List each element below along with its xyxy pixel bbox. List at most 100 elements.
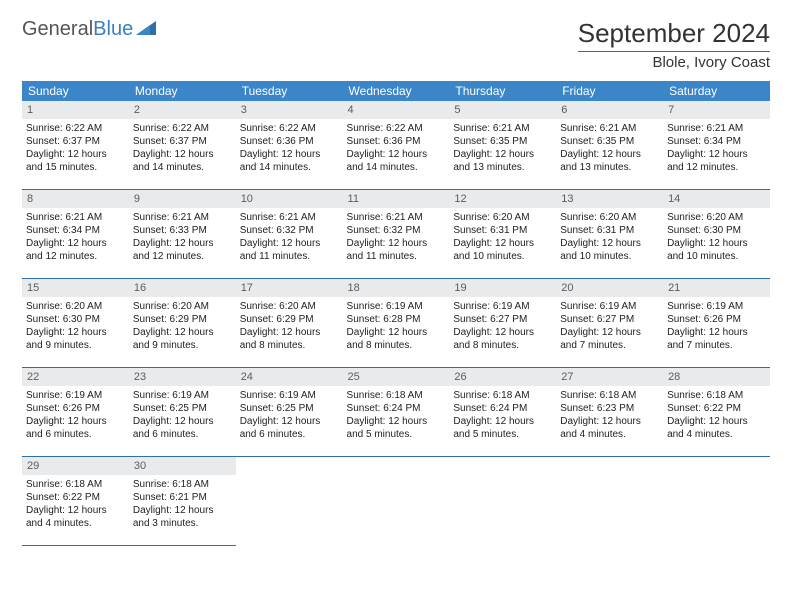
sunset-line: Sunset: 6:32 PM xyxy=(240,224,339,237)
sunset-line: Sunset: 6:28 PM xyxy=(347,313,446,326)
sunrise-line: Sunrise: 6:19 AM xyxy=(453,300,552,313)
daylight-line: Daylight: 12 hours xyxy=(453,415,552,428)
dow-wednesday: Wednesday xyxy=(343,81,450,101)
sunrise-line: Sunrise: 6:21 AM xyxy=(26,211,125,224)
sunrise-line: Sunrise: 6:20 AM xyxy=(133,300,232,313)
sunset-line: Sunset: 6:23 PM xyxy=(560,402,659,415)
daylight-line: and 8 minutes. xyxy=(453,339,552,352)
sunrise-line: Sunrise: 6:18 AM xyxy=(347,389,446,402)
sunset-line: Sunset: 6:22 PM xyxy=(667,402,766,415)
day-number: 28 xyxy=(663,368,770,386)
daylight-line: Daylight: 12 hours xyxy=(26,326,125,339)
day-cell: 25Sunrise: 6:18 AMSunset: 6:24 PMDayligh… xyxy=(343,368,450,457)
day-number: 17 xyxy=(236,279,343,297)
day-number: 7 xyxy=(663,101,770,119)
day-number: 14 xyxy=(663,190,770,208)
day-number: 18 xyxy=(343,279,450,297)
sunrise-line: Sunrise: 6:21 AM xyxy=(133,211,232,224)
daylight-line: and 6 minutes. xyxy=(240,428,339,441)
day-number: 29 xyxy=(22,457,129,475)
sunrise-line: Sunrise: 6:22 AM xyxy=(133,122,232,135)
daylight-line: and 5 minutes. xyxy=(347,428,446,441)
week-row: 8Sunrise: 6:21 AMSunset: 6:34 PMDaylight… xyxy=(22,190,770,279)
sunrise-line: Sunrise: 6:22 AM xyxy=(347,122,446,135)
day-cell: 29Sunrise: 6:18 AMSunset: 6:22 PMDayligh… xyxy=(22,457,129,546)
daylight-line: Daylight: 12 hours xyxy=(240,415,339,428)
week-row: 22Sunrise: 6:19 AMSunset: 6:26 PMDayligh… xyxy=(22,368,770,457)
daylight-line: Daylight: 12 hours xyxy=(133,326,232,339)
day-cell: 23Sunrise: 6:19 AMSunset: 6:25 PMDayligh… xyxy=(129,368,236,457)
sunset-line: Sunset: 6:35 PM xyxy=(453,135,552,148)
day-cell: 28Sunrise: 6:18 AMSunset: 6:22 PMDayligh… xyxy=(663,368,770,457)
day-cell: 8Sunrise: 6:21 AMSunset: 6:34 PMDaylight… xyxy=(22,190,129,279)
logo-triangle-icon xyxy=(136,18,156,41)
sunset-line: Sunset: 6:35 PM xyxy=(560,135,659,148)
day-number: 1 xyxy=(22,101,129,119)
month-title: September 2024 xyxy=(578,18,770,49)
sunset-line: Sunset: 6:24 PM xyxy=(453,402,552,415)
day-cell: 19Sunrise: 6:19 AMSunset: 6:27 PMDayligh… xyxy=(449,279,556,368)
logo: General Blue xyxy=(22,18,156,41)
day-number: 5 xyxy=(449,101,556,119)
sunrise-line: Sunrise: 6:21 AM xyxy=(560,122,659,135)
daylight-line: and 14 minutes. xyxy=(240,161,339,174)
daylight-line: and 8 minutes. xyxy=(347,339,446,352)
sunrise-line: Sunrise: 6:21 AM xyxy=(453,122,552,135)
sunrise-line: Sunrise: 6:20 AM xyxy=(26,300,125,313)
dow-thursday: Thursday xyxy=(449,81,556,101)
daylight-line: Daylight: 12 hours xyxy=(26,237,125,250)
sunset-line: Sunset: 6:37 PM xyxy=(26,135,125,148)
sunset-line: Sunset: 6:34 PM xyxy=(667,135,766,148)
daylight-line: and 12 minutes. xyxy=(133,250,232,263)
week-row: 1Sunrise: 6:22 AMSunset: 6:37 PMDaylight… xyxy=(22,101,770,190)
day-cell: 27Sunrise: 6:18 AMSunset: 6:23 PMDayligh… xyxy=(556,368,663,457)
day-number: 23 xyxy=(129,368,236,386)
sunrise-line: Sunrise: 6:22 AM xyxy=(26,122,125,135)
sunrise-line: Sunrise: 6:18 AM xyxy=(133,478,232,491)
day-cell: 16Sunrise: 6:20 AMSunset: 6:29 PMDayligh… xyxy=(129,279,236,368)
day-cell xyxy=(663,457,770,546)
sunrise-line: Sunrise: 6:19 AM xyxy=(240,389,339,402)
sunset-line: Sunset: 6:33 PM xyxy=(133,224,232,237)
daylight-line: Daylight: 12 hours xyxy=(347,326,446,339)
daylight-line: Daylight: 12 hours xyxy=(560,415,659,428)
daylight-line: and 7 minutes. xyxy=(560,339,659,352)
day-cell: 3Sunrise: 6:22 AMSunset: 6:36 PMDaylight… xyxy=(236,101,343,190)
day-cell: 24Sunrise: 6:19 AMSunset: 6:25 PMDayligh… xyxy=(236,368,343,457)
sunrise-line: Sunrise: 6:20 AM xyxy=(560,211,659,224)
day-cell: 13Sunrise: 6:20 AMSunset: 6:31 PMDayligh… xyxy=(556,190,663,279)
day-cell: 1Sunrise: 6:22 AMSunset: 6:37 PMDaylight… xyxy=(22,101,129,190)
daylight-line: Daylight: 12 hours xyxy=(347,237,446,250)
sunset-line: Sunset: 6:30 PM xyxy=(667,224,766,237)
daylight-line: Daylight: 12 hours xyxy=(133,504,232,517)
daylight-line: and 14 minutes. xyxy=(133,161,232,174)
day-cell: 12Sunrise: 6:20 AMSunset: 6:31 PMDayligh… xyxy=(449,190,556,279)
title-block: September 2024 Blole, Ivory Coast xyxy=(578,18,770,71)
day-cell: 22Sunrise: 6:19 AMSunset: 6:26 PMDayligh… xyxy=(22,368,129,457)
daylight-line: Daylight: 12 hours xyxy=(133,415,232,428)
sunrise-line: Sunrise: 6:18 AM xyxy=(560,389,659,402)
sunrise-line: Sunrise: 6:20 AM xyxy=(667,211,766,224)
daylight-line: Daylight: 12 hours xyxy=(453,326,552,339)
day-number: 21 xyxy=(663,279,770,297)
day-cell: 17Sunrise: 6:20 AMSunset: 6:29 PMDayligh… xyxy=(236,279,343,368)
daylight-line: Daylight: 12 hours xyxy=(240,237,339,250)
sunset-line: Sunset: 6:31 PM xyxy=(560,224,659,237)
calendar-table: Sunday Monday Tuesday Wednesday Thursday… xyxy=(22,81,770,546)
day-number: 3 xyxy=(236,101,343,119)
sunset-line: Sunset: 6:21 PM xyxy=(133,491,232,504)
day-cell: 14Sunrise: 6:20 AMSunset: 6:30 PMDayligh… xyxy=(663,190,770,279)
day-cell: 26Sunrise: 6:18 AMSunset: 6:24 PMDayligh… xyxy=(449,368,556,457)
daylight-line: and 9 minutes. xyxy=(133,339,232,352)
week-row: 29Sunrise: 6:18 AMSunset: 6:22 PMDayligh… xyxy=(22,457,770,546)
daylight-line: and 3 minutes. xyxy=(133,517,232,530)
day-cell: 15Sunrise: 6:20 AMSunset: 6:30 PMDayligh… xyxy=(22,279,129,368)
day-cell: 5Sunrise: 6:21 AMSunset: 6:35 PMDaylight… xyxy=(449,101,556,190)
day-cell: 18Sunrise: 6:19 AMSunset: 6:28 PMDayligh… xyxy=(343,279,450,368)
daylight-line: and 6 minutes. xyxy=(133,428,232,441)
daylight-line: and 10 minutes. xyxy=(453,250,552,263)
day-cell xyxy=(236,457,343,546)
daylight-line: Daylight: 12 hours xyxy=(347,415,446,428)
daylight-line: Daylight: 12 hours xyxy=(560,326,659,339)
daylight-line: and 4 minutes. xyxy=(667,428,766,441)
